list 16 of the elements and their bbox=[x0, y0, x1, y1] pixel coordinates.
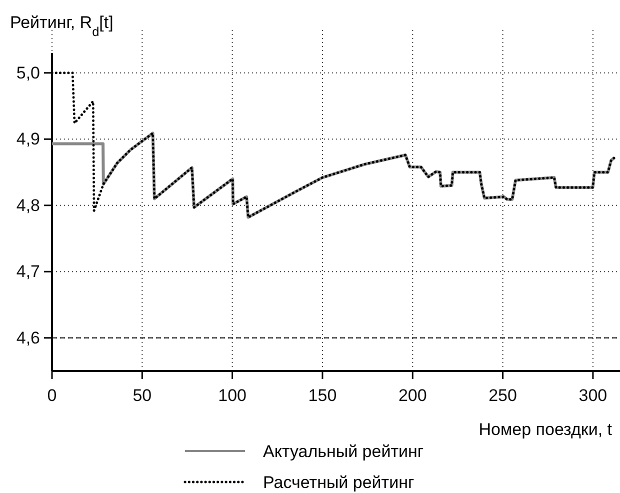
y-tick-label: 4,7 bbox=[16, 262, 40, 282]
x-tick-label: 50 bbox=[132, 386, 152, 406]
y-tick-label: 4,8 bbox=[16, 196, 40, 215]
x-tick-label: 200 bbox=[398, 386, 427, 406]
x-tick-label: 250 bbox=[488, 386, 517, 406]
y-axis-title: Рейтинг, R$_{d}$[t] bbox=[10, 13, 114, 38]
legend-label: Расчетный рейтинг bbox=[263, 473, 414, 492]
x-axis-title: Номер поездки, t bbox=[478, 420, 612, 439]
y-tick-label: 4,6 bbox=[16, 328, 40, 348]
x-tick-label: 150 bbox=[308, 386, 337, 406]
x-tick-label: 300 bbox=[578, 386, 608, 406]
y-tick-label: 5,0 bbox=[16, 63, 40, 82]
x-tick-label: 0 bbox=[47, 386, 57, 406]
x-tick-label: 100 bbox=[218, 386, 247, 406]
legend-label: Актуальный рейтинг bbox=[263, 442, 424, 461]
y-tick-label: 4,9 bbox=[16, 130, 40, 149]
